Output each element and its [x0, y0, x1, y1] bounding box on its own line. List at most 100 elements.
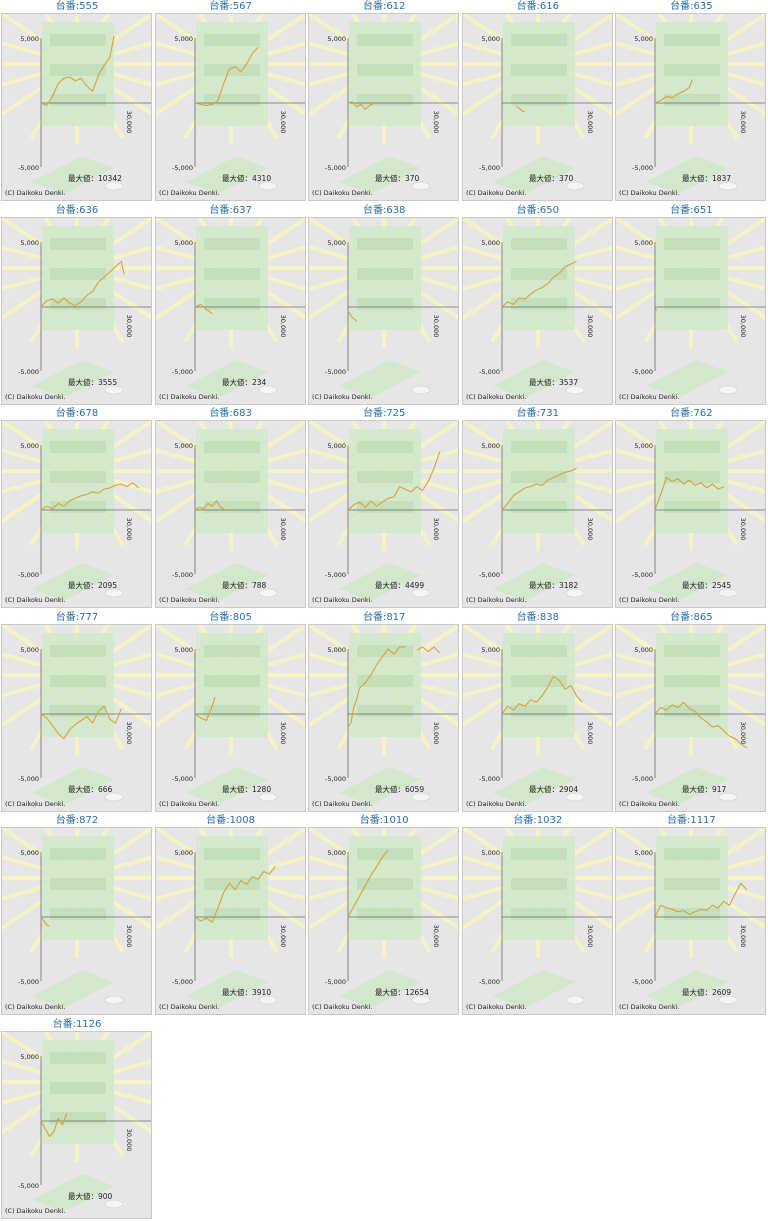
y-tick-label: 5,000	[635, 35, 654, 43]
machine-shape	[664, 471, 721, 483]
chart-title[interactable]: 台番:650	[516, 204, 560, 216]
chart-title[interactable]: 台番:1010	[359, 815, 409, 826]
coin-shape	[258, 385, 277, 394]
chart-title[interactable]: 台番:731	[516, 408, 560, 419]
chart-cell: 台番:838 5,000 -5,000 30,000 最大値：2904 (C) Daiko…	[461, 611, 614, 814]
tray-shape	[185, 766, 268, 805]
y-tick-label: 5,000	[174, 239, 193, 247]
machine-shape	[203, 441, 260, 453]
coin-shape	[565, 385, 585, 394]
chart-title[interactable]: 台番:636	[55, 204, 99, 216]
series-line	[654, 882, 748, 918]
machine-shape	[357, 441, 414, 453]
chart-title[interactable]: 台番:651	[670, 204, 713, 216]
machine-shape	[510, 471, 567, 483]
chart-title[interactable]: 台番:678	[55, 408, 99, 419]
x-tick-label: 30,000	[125, 721, 133, 744]
machine-shape	[50, 34, 106, 46]
machine-shape	[664, 704, 721, 717]
series-line	[40, 916, 50, 927]
chart-title[interactable]: 台番:635	[670, 1, 713, 12]
series-line	[40, 35, 115, 107]
y-tick-label: -5,000	[632, 978, 653, 986]
background-art	[616, 828, 766, 1008]
y-tick-label: 5,000	[328, 849, 347, 857]
chart-cell: 台番:616 5,000 -5,000 30,000 最大値：370 (C) Daikok…	[461, 0, 614, 203]
series-line	[40, 482, 139, 511]
series-line	[40, 260, 125, 307]
chart-title[interactable]: 台番:637	[209, 204, 252, 216]
chart-title[interactable]: 台番:777	[55, 611, 99, 623]
chart-panel: 5,000 -5,000 30,000 最大値：666 (C) Daikoku Denk…	[1, 623, 152, 812]
machine-shape	[203, 644, 260, 657]
chart-title[interactable]: 台番:1008	[206, 815, 255, 826]
machine-shape	[50, 848, 106, 860]
max-value-label: 最大値：3910	[222, 987, 271, 997]
chart-svg: 5,000 -5,000 30,000 最大値：370(C) Daikoku Denk…	[309, 14, 459, 197]
chart-title[interactable]: 台番:805	[209, 611, 252, 623]
y-tick-label: 5,000	[635, 442, 654, 450]
y-tick-label: -5,000	[172, 368, 193, 376]
background-art	[462, 14, 612, 194]
chart-title[interactable]: 台番:1126	[52, 1018, 102, 1030]
machine-shape	[50, 1081, 106, 1094]
chart-title[interactable]: 台番:567	[209, 1, 252, 12]
chart-title[interactable]: 台番:638	[362, 204, 406, 216]
chart-title[interactable]: 台番:616	[516, 1, 560, 12]
copyright-label: (C) Daikoku Denki.	[159, 596, 220, 604]
chart-title[interactable]: 台番:762	[670, 408, 713, 419]
max-value-label: 最大値：1280	[222, 784, 271, 794]
copyright-label: (C) Daikoku Denki.	[466, 1003, 527, 1011]
y-tick-label: 5,000	[481, 442, 500, 450]
x-tick-label: 30,000	[432, 111, 440, 134]
max-value-label: 最大値：6059	[375, 784, 424, 794]
background-art	[155, 624, 305, 805]
machine-shape	[50, 94, 106, 106]
tray-shape	[185, 359, 268, 398]
y-tick-label: 5,000	[328, 442, 347, 450]
chart-title[interactable]: 台番:865	[670, 611, 713, 623]
chart-title[interactable]: 台番:1032	[513, 815, 563, 826]
x-tick-label: 30,000	[125, 314, 133, 337]
chart-title[interactable]: 台番:555	[55, 1, 99, 12]
chart-title[interactable]: 台番:683	[209, 408, 252, 419]
chart-panel: 5,000 -5,000 30,000 最大値：3555 (C) Daikoku Den…	[1, 216, 152, 405]
copyright-label: (C) Daikoku Denki.	[619, 1003, 680, 1011]
machine-shape	[357, 267, 414, 280]
machine-shape	[510, 34, 567, 46]
max-value-label: 最大値：370	[529, 173, 574, 183]
copyright-label: (C) Daikoku Denki.	[159, 393, 220, 401]
copyright-label: (C) Daikoku Denki.	[5, 800, 66, 808]
machine-shape	[664, 878, 721, 890]
chart-svg: 5,000 -5,000 30,000 最大値：3182(C) Daikoku Den…	[462, 421, 612, 604]
machine-shape	[50, 441, 106, 453]
coin-shape	[411, 385, 431, 394]
chart-title[interactable]: 台番:612	[362, 1, 406, 12]
chart-svg: 5,000 -5,000 30,000 最大値：2545(C) Daikoku Den…	[616, 421, 766, 604]
chart-svg: 5,000 -5,000 30,000 最大値：234(C) Daikoku Denk…	[155, 217, 305, 401]
background-art	[462, 828, 612, 1008]
series-line	[40, 705, 122, 739]
y-tick-label: 5,000	[328, 239, 347, 247]
coin-shape	[719, 792, 738, 801]
chart-title[interactable]: 台番:817	[362, 611, 406, 623]
coin-shape	[719, 588, 738, 598]
coin-shape	[258, 792, 277, 801]
chart-title[interactable]: 台番:838	[516, 611, 560, 623]
chart-panel: 5,000 -5,000 30,000 最大値：788 (C) Daikoku Denk…	[154, 420, 306, 608]
y-tick-label: -5,000	[479, 775, 500, 783]
max-value-label: 最大値：234	[222, 377, 267, 387]
chart-panel: 5,000 -5,000 30,000 (C) Daikoku Denki.	[615, 216, 767, 405]
y-tick-label: -5,000	[325, 775, 346, 783]
chart-title[interactable]: 台番:872	[55, 815, 99, 826]
chart-cell: 台番:1032 5,000 -5,000 30,000 (C) Daikoku Denk…	[461, 814, 614, 1017]
series-line	[654, 306, 658, 311]
chart-title[interactable]: 台番:725	[362, 408, 406, 419]
series-line	[501, 467, 577, 511]
chart-cell: 台番:1126 5,000 -5,000 30,000 最大値：900 (C) Daiko…	[1, 1018, 153, 1221]
machine-shape	[664, 441, 721, 453]
chart-title[interactable]: 台番:1117	[666, 815, 716, 826]
max-value-label: 最大値：3537	[529, 377, 578, 387]
y-tick-label: -5,000	[18, 1182, 39, 1190]
